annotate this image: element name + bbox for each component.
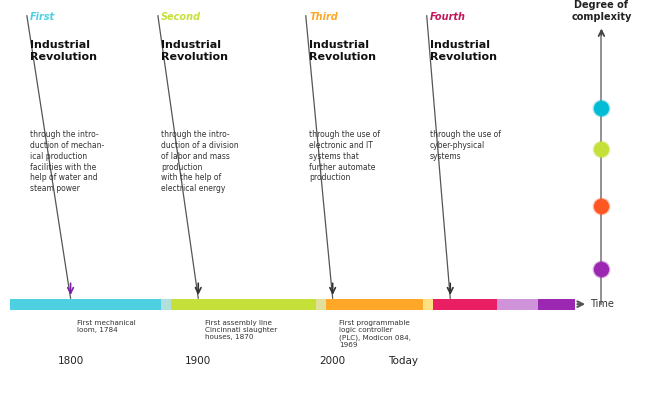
Bar — [538, 299, 575, 310]
Text: Second: Second — [161, 12, 202, 22]
Bar — [423, 299, 433, 310]
Bar — [316, 299, 326, 310]
Bar — [171, 299, 316, 310]
Bar — [433, 299, 497, 310]
Text: Industrial
Revolution: Industrial Revolution — [30, 40, 97, 62]
Text: Fourth: Fourth — [430, 12, 466, 22]
Bar — [10, 299, 161, 310]
Text: 1900: 1900 — [185, 356, 212, 365]
Text: Industrial
Revolution: Industrial Revolution — [430, 40, 497, 62]
Text: 2000: 2000 — [320, 356, 345, 365]
Text: 1800: 1800 — [57, 356, 84, 365]
Text: Degree of
complexity: Degree of complexity — [571, 0, 632, 22]
Text: Industrial
Revolution: Industrial Revolution — [309, 40, 376, 62]
Text: Industrial
Revolution: Industrial Revolution — [161, 40, 228, 62]
Bar — [161, 299, 171, 310]
Text: through the intro-
duction of a division
of labor and mass
production
with the h: through the intro- duction of a division… — [161, 130, 239, 193]
Text: Time: Time — [590, 299, 614, 309]
Text: Today: Today — [388, 356, 418, 365]
Text: through the use of
cyber-physical
systems: through the use of cyber-physical system… — [430, 130, 501, 161]
Text: First programmable
logic controller
(PLC), Modicon 084,
1969: First programmable logic controller (PLC… — [339, 320, 411, 348]
Text: Third: Third — [309, 12, 338, 22]
Text: First assembly line
Cincinnati slaughter
houses, 1870: First assembly line Cincinnati slaughter… — [205, 320, 278, 340]
Bar — [326, 299, 423, 310]
Text: First mechanical
loom, 1784: First mechanical loom, 1784 — [77, 320, 136, 333]
Text: through the intro-
duction of mechan-
ical production
facilities with the
help o: through the intro- duction of mechan- ic… — [30, 130, 104, 193]
Text: through the use of
electronic and IT
systems that
further automate
production: through the use of electronic and IT sys… — [309, 130, 380, 182]
Text: First: First — [30, 12, 55, 22]
Bar — [497, 299, 538, 310]
